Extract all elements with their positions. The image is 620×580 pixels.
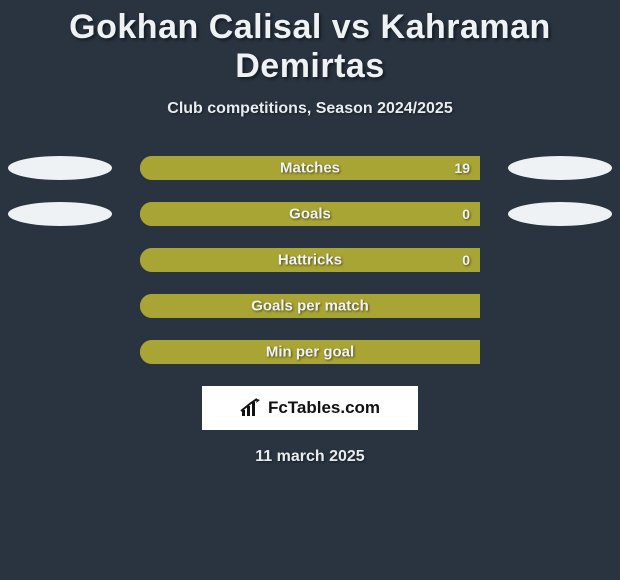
stat-row: Min per goal bbox=[0, 340, 620, 364]
stat-bar-left-fill bbox=[140, 340, 480, 364]
stat-bar-left-fill bbox=[140, 202, 480, 226]
stat-row: Matches19 bbox=[0, 156, 620, 180]
stat-bar: Min per goal bbox=[140, 340, 480, 364]
stat-bar: Matches19 bbox=[140, 156, 480, 180]
infographic-container: Gokhan Calisal vs Kahraman Demirtas Club… bbox=[0, 0, 620, 466]
chart-icon bbox=[240, 398, 262, 418]
stat-bar-left-fill bbox=[140, 156, 480, 180]
stat-bar: Goals per match bbox=[140, 294, 480, 318]
stat-row: Goals0 bbox=[0, 202, 620, 226]
stat-bar-left-fill bbox=[140, 294, 480, 318]
stat-bar: Hattricks0 bbox=[140, 248, 480, 272]
stat-bar-left-fill bbox=[140, 248, 480, 272]
stat-rows: Matches19 Goals0 Hattricks0 Goals per match… bbox=[0, 156, 620, 364]
right-value-ellipse bbox=[508, 156, 612, 180]
stat-row: Goals per match bbox=[0, 294, 620, 318]
page-title: Gokhan Calisal vs Kahraman Demirtas bbox=[0, 8, 620, 86]
logo-text: FcTables.com bbox=[268, 398, 380, 418]
date-text: 11 march 2025 bbox=[0, 448, 620, 466]
logo-box: FcTables.com bbox=[202, 386, 418, 430]
left-value-ellipse bbox=[8, 202, 112, 226]
right-value-ellipse bbox=[508, 202, 612, 226]
stat-bar: Goals0 bbox=[140, 202, 480, 226]
stat-row: Hattricks0 bbox=[0, 248, 620, 272]
left-value-ellipse bbox=[8, 156, 112, 180]
page-subtitle: Club competitions, Season 2024/2025 bbox=[0, 100, 620, 118]
